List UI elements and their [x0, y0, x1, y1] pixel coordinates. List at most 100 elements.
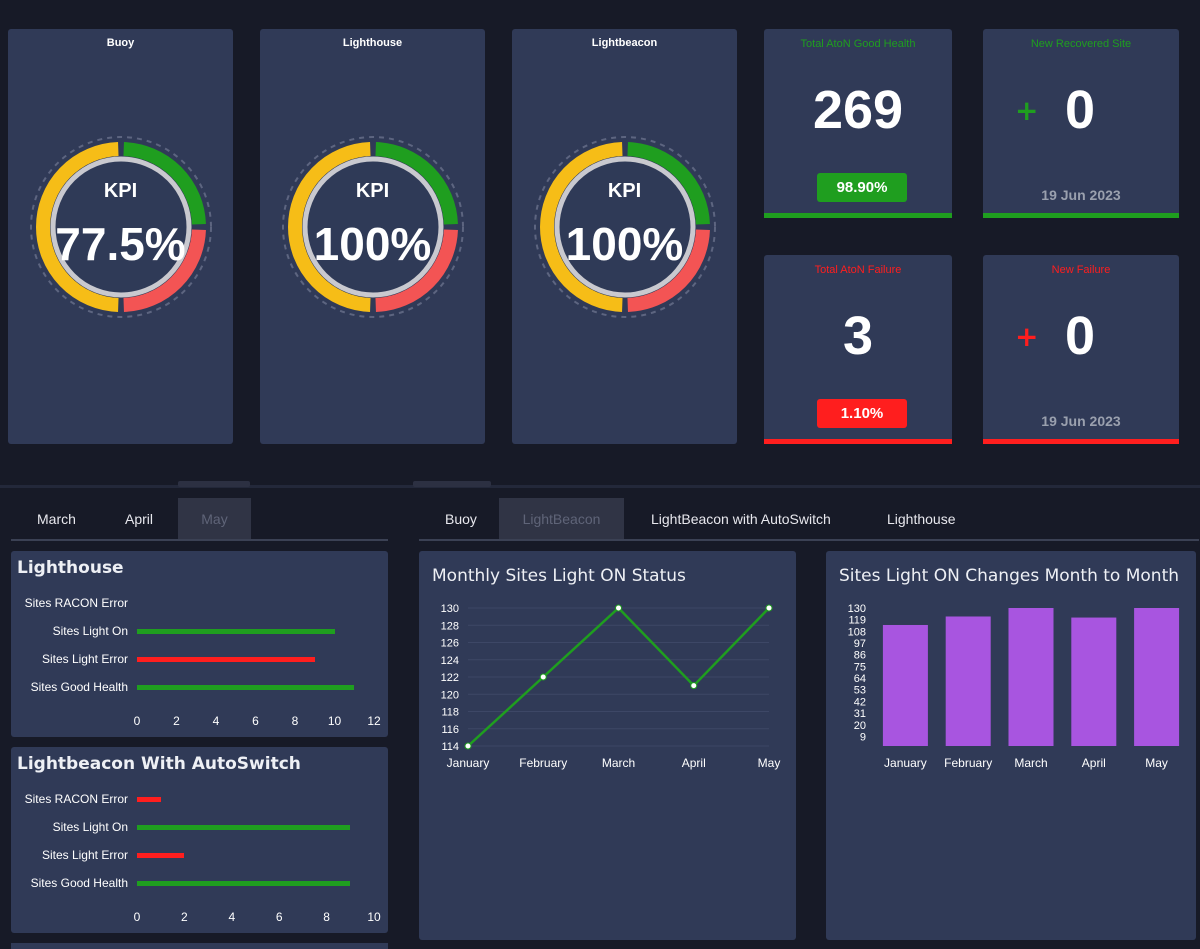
kpi-value: 100% — [313, 218, 432, 270]
line-y-tick: 116 — [441, 724, 459, 736]
kpi-label: KPI — [355, 180, 390, 202]
hbar-bar — [137, 797, 161, 802]
tab-may[interactable]: May — [178, 498, 251, 540]
line-x-tick: May — [758, 756, 781, 770]
hbar-bar — [137, 881, 351, 886]
line-point — [615, 604, 622, 612]
gauge-inner-circle — [50, 156, 192, 298]
good-health-value: 269 — [812, 80, 904, 140]
gauge-segment-red — [627, 229, 710, 312]
type-tabs-underline — [419, 539, 1199, 541]
line-chart: 130 128 126 124 122 120 118 116 114 January Februa… — [441, 603, 781, 770]
line-x-tick: January — [447, 756, 490, 770]
kpi-value: 100% — [565, 218, 684, 270]
bar-rect — [1134, 608, 1180, 746]
tab-lightbeacon-autoswitch[interactable]: LightBeacon with AutoSwitch — [651, 511, 831, 527]
hbar-axis-tick: 10 — [367, 910, 381, 924]
gauge-dashed-ring — [30, 136, 212, 318]
gauge-inner-circle — [302, 156, 444, 298]
hbar-title: Lightbeacon With AutoSwitch — [17, 754, 301, 774]
good-health-card: Total AtoN Good Health 269 98.90% — [764, 29, 952, 218]
bar-x-tick: February — [944, 756, 992, 770]
tab-lightbeacon[interactable]: LightBeacon — [499, 498, 624, 540]
failure-title: Total AtoN Failure — [814, 264, 902, 276]
good-health-underline — [764, 213, 952, 218]
new-failure-title: New Failure — [1051, 264, 1111, 276]
line-y-tick: 128 — [441, 620, 459, 632]
bar-rect — [882, 624, 928, 746]
hbar-axis-tick: 12 — [367, 714, 381, 728]
failure-value: 3 — [842, 306, 874, 366]
gauge-segment-green — [627, 142, 710, 225]
line-y-tick: 126 — [441, 638, 459, 650]
kpi-title: Lightbeacon — [591, 37, 658, 49]
hbar-plot: Sites RACON Error Sites Light On Sites Lig… — [11, 747, 388, 933]
scroll-tab-right — [413, 481, 491, 487]
good-health-title: Total AtoN Good Health — [800, 38, 916, 50]
hbar-axis-tick: 10 — [327, 714, 342, 728]
bar-y-tick: 9 — [860, 731, 866, 743]
hbar-axis-tick: 8 — [323, 910, 330, 924]
kpi-title: Lighthouse — [342, 37, 403, 49]
new-recovered-value: 0 — [1064, 80, 1096, 140]
hbar-title: Lighthouse — [17, 558, 124, 578]
line-x-tick: March — [602, 756, 635, 770]
plus-icon: + — [1015, 320, 1039, 353]
new-recovered-card: New Recovered Site + 0 19 Jun 2023 — [983, 29, 1179, 218]
hbar-category-label: Sites Light Error — [41, 848, 128, 862]
bar-y-tick: 75 — [854, 661, 866, 673]
bar-x-tick: April — [1082, 756, 1106, 770]
line-y-tick: 124 — [441, 655, 459, 667]
hbar-panel-lightbeacon-autoswitch: Lightbeacon With AutoSwitch Sites RACON … — [11, 747, 388, 933]
kpi-panel-lighthouse: Lighthouse KPI 100% — [260, 29, 485, 444]
kpi-label: KPI — [607, 180, 642, 202]
hbar-bar — [137, 825, 351, 830]
hbar-axis-tick: 8 — [291, 714, 299, 728]
kpi-gauge — [30, 136, 212, 318]
next-panel-edge — [11, 943, 388, 949]
tab-april[interactable]: April — [125, 511, 154, 527]
tab-march[interactable]: March — [37, 511, 76, 527]
hbar-axis-tick: 0 — [133, 714, 141, 728]
plus-icon: + — [1015, 94, 1039, 127]
hbar-axis-tick: 6 — [252, 714, 259, 728]
hbar-axis-tick: 0 — [133, 910, 141, 924]
gauge-inner-circle — [554, 156, 696, 298]
kpi-value: 77.5% — [55, 218, 186, 270]
hbar-axis-tick: 6 — [275, 910, 283, 924]
bar-x-tick: May — [1145, 756, 1168, 770]
kpi-gauge — [534, 136, 716, 318]
bar-y-tick: 97 — [854, 638, 866, 650]
bar-rect — [1071, 617, 1117, 746]
bar-chart-panel: Sites Light ON Changes Month to Month 13… — [826, 551, 1196, 940]
hbar-category-label: Sites Light Error — [41, 652, 128, 666]
month-tabs-underline — [11, 539, 388, 541]
tab-lighthouse[interactable]: Lighthouse — [887, 511, 956, 527]
gauge-segment-green — [375, 142, 458, 225]
line-chart-panel: Monthly Sites Light ON Status 130 128 126 1… — [419, 551, 796, 940]
bar-x-tick: January — [884, 756, 927, 770]
kpi-gauge — [282, 136, 464, 318]
bar-x-tick: March — [1014, 756, 1047, 770]
bar-y-tick: 42 — [854, 696, 866, 708]
gauge-dashed-ring — [534, 136, 716, 318]
bar-chart-title: Sites Light ON Changes Month to Month — [839, 566, 1180, 586]
failure-percent-badge: 1.10% — [817, 399, 907, 428]
line-point — [765, 604, 773, 612]
line-y-tick: 118 — [441, 707, 459, 719]
bar-rect — [945, 616, 991, 746]
new-recovered-underline — [983, 213, 1179, 218]
gauge-segment-yellow — [36, 142, 119, 312]
hbar-category-label: Sites Light On — [52, 624, 128, 638]
bar-y-tick: 31 — [854, 708, 866, 720]
gauge-segment-red — [375, 229, 458, 312]
gauge-segment-green — [123, 142, 206, 225]
line-point — [690, 682, 698, 690]
new-failure-underline — [983, 439, 1179, 444]
kpi-panel-buoy: Buoy KPI 77.5% — [8, 29, 233, 444]
gauge-dashed-ring — [282, 136, 464, 318]
line-y-tick: 114 — [441, 741, 459, 753]
tab-buoy[interactable]: Buoy — [445, 511, 477, 527]
hbar-bar — [137, 853, 185, 858]
